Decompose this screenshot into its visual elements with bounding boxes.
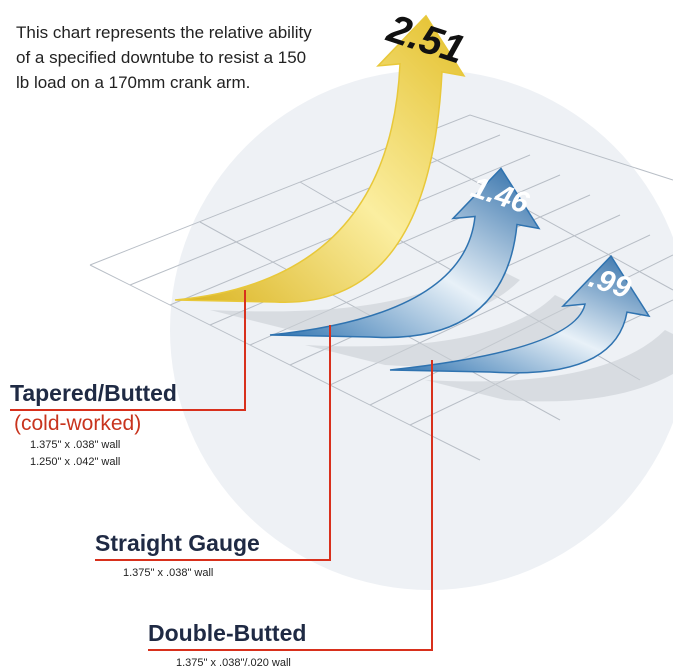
category-label: Double-Butted — [148, 620, 306, 646]
chart: 2.51Tapered/Butted(cold-worked)1.375" x … — [0, 0, 673, 670]
spec: 1.375" x .038" wall — [123, 567, 213, 579]
category-label: Tapered/Butted — [10, 380, 177, 406]
description: This chart represents the relative abili… — [16, 20, 316, 95]
category-label: Straight Gauge — [95, 530, 260, 556]
category-note: (cold-worked) — [14, 412, 141, 435]
spec: 1.250" x .042" wall — [30, 456, 120, 468]
spec: 1.375" x .038" wall — [30, 439, 120, 451]
spec: 1.375" x .038"/.020 wall — [176, 657, 291, 669]
page: {"chart_data": {"type": "arrow", "descri… — [0, 0, 673, 670]
